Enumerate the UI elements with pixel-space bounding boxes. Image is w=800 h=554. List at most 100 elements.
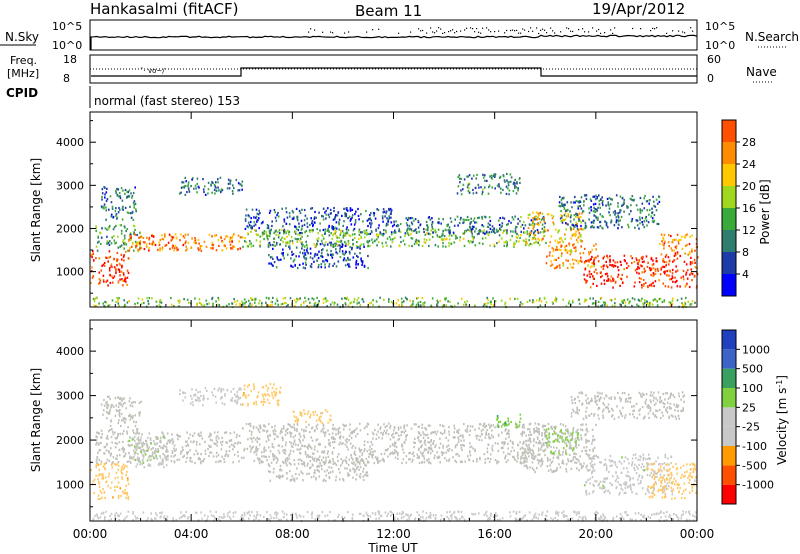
- velocity-cell: [360, 459, 362, 462]
- power-cell: [390, 216, 392, 219]
- velocity-cell: [341, 462, 344, 465]
- velocity-cell: [290, 442, 293, 445]
- power-cell: [285, 302, 287, 305]
- velocity-cell: [247, 438, 249, 441]
- power-cell: [311, 297, 313, 300]
- power-cell: [500, 225, 503, 228]
- power-cell: [555, 298, 558, 301]
- velocity-cell: [120, 494, 122, 498]
- velocity-cell: [434, 454, 436, 457]
- velocity-cell: [127, 440, 130, 443]
- velocity-cell: [129, 436, 131, 439]
- power-cell: [438, 221, 440, 224]
- power-cell: [484, 174, 486, 177]
- power-cell: [535, 218, 538, 221]
- power-cell: [220, 236, 222, 240]
- power-cell: [416, 240, 418, 243]
- power-cell: [448, 234, 451, 237]
- velocity-cell: [123, 397, 125, 400]
- power-cell: [574, 225, 576, 228]
- velocity-cell: [286, 477, 288, 480]
- velocity-cell: [384, 449, 387, 452]
- velocity-cell: [445, 436, 447, 439]
- velocity-cell: [131, 405, 134, 408]
- power-cell: [444, 228, 447, 231]
- power-cell: [597, 255, 599, 258]
- velocity-cell: [279, 464, 282, 467]
- velocity-cell: [371, 454, 373, 458]
- power-cell: [108, 208, 110, 211]
- power-cell: [202, 305, 205, 308]
- velocity-cell: [114, 414, 117, 417]
- velocity-cell: [189, 402, 192, 405]
- power-cell: [313, 243, 315, 246]
- power-cell: [337, 260, 340, 263]
- power-cell: [467, 183, 470, 187]
- power-cell: [388, 217, 391, 220]
- velocity-cell: [232, 461, 234, 464]
- velocity-cell: [95, 459, 98, 462]
- velocity-cell: [448, 426, 450, 429]
- velocity-cell: [337, 453, 340, 456]
- power-cell: [597, 216, 599, 219]
- power-cell: [243, 298, 246, 301]
- velocity-cell: [193, 394, 195, 397]
- power-cell: [564, 203, 566, 206]
- power-cell: [254, 301, 256, 304]
- velocity-cell: [415, 423, 417, 426]
- velocity-cell: [402, 458, 405, 461]
- power-cell: [111, 205, 114, 208]
- velocity-cell: [187, 443, 189, 446]
- velocity-cell: [296, 428, 298, 431]
- velocity-cell: [489, 458, 492, 461]
- velocity-cell: [133, 435, 136, 438]
- velocity-cell: [131, 438, 134, 441]
- velocity-cell: [125, 407, 127, 410]
- power-cell: [580, 224, 582, 228]
- velocity-cell: [218, 387, 221, 390]
- power-cell: [245, 241, 248, 244]
- power-cell: [353, 227, 356, 230]
- velocity-cell: [454, 459, 456, 462]
- power-cell: [173, 305, 175, 308]
- nsearch-dot: [452, 29, 454, 31]
- velocity-cell: [255, 453, 258, 456]
- velocity-cell: [138, 432, 140, 435]
- power-cell: [691, 250, 693, 253]
- power-cell: [322, 260, 324, 263]
- velocity-cell: [327, 461, 330, 464]
- velocity-cell: [128, 400, 131, 403]
- power-cell: [467, 175, 469, 178]
- power-cell: [99, 279, 102, 282]
- power-cell: [258, 227, 260, 230]
- velocity-cell: [162, 452, 164, 456]
- velocity-cell: [469, 454, 472, 457]
- power-cell: [317, 237, 320, 240]
- power-cell: [349, 219, 352, 222]
- power-cell: [423, 241, 426, 244]
- power-cell: [175, 237, 178, 240]
- velocity-cell: [531, 457, 533, 460]
- power-cell: [612, 286, 614, 289]
- power-cell: [337, 244, 339, 247]
- velocity-cell: [332, 428, 335, 431]
- velocity-cell: [124, 454, 126, 457]
- power-cell: [111, 299, 114, 302]
- velocity-cell: [279, 390, 281, 393]
- power-cell: [265, 232, 267, 235]
- nsearch-dot: [450, 30, 452, 32]
- velocity-cell: [462, 436, 464, 439]
- power-cell: [332, 245, 335, 248]
- nsearch-dot: [640, 28, 642, 30]
- velocity-cell: [299, 458, 302, 461]
- power-cell: [443, 235, 446, 238]
- velocity-cell: [105, 401, 107, 404]
- power-cell: [643, 220, 646, 223]
- velocity-cell: [541, 434, 543, 437]
- velocity-cell: [443, 431, 446, 434]
- power-cell: [490, 174, 493, 177]
- power-cell: [265, 296, 268, 299]
- power-cell: [98, 281, 101, 285]
- velocity-cell: [330, 466, 333, 469]
- velocity-cell: [93, 478, 96, 481]
